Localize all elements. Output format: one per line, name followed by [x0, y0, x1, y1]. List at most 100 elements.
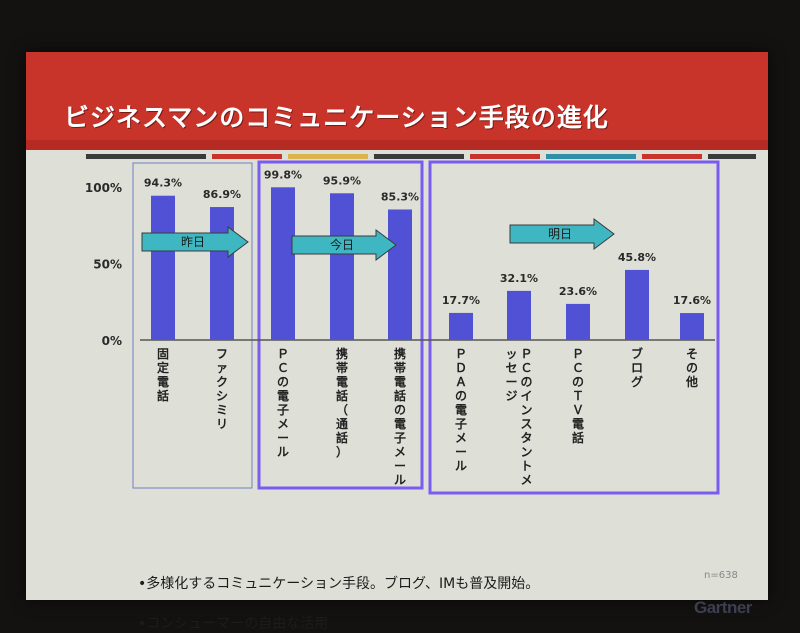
category-label-char: 通 [336, 416, 348, 431]
category-label-char: 帯 [336, 360, 348, 375]
category-label-char: ル [277, 445, 289, 459]
category-label-char: 電 [572, 417, 584, 431]
category-label-char: 話 [336, 388, 348, 403]
category-label-char: Ｃ [277, 361, 289, 375]
category-label-char: メ [394, 445, 406, 459]
title-banner [26, 52, 768, 148]
bar [330, 193, 354, 340]
category-label-char: ブ [631, 346, 643, 361]
category-label-char: メ [277, 417, 289, 431]
category-label-char: 話 [394, 388, 406, 403]
bar [388, 209, 412, 340]
category-label-char: ァ [216, 361, 228, 375]
category-label-char: セ [505, 361, 517, 375]
category-label-char: ル [394, 473, 406, 487]
arrow-yesterday [141, 226, 249, 258]
bar-value-label: 95.9% [323, 174, 361, 187]
bullet-point: •コンシューマーの自由な活用 [138, 616, 329, 632]
bar-value-label: 85.3% [381, 190, 419, 203]
arrow-tomorrow-label: 明日 [548, 227, 572, 241]
category-label-char: 話 [157, 388, 169, 403]
category-label-char: Ｄ [455, 361, 467, 375]
category-label-char: Ｃ [520, 361, 532, 375]
stripe-segment [374, 154, 464, 159]
category-label-char: Ｐ [572, 347, 584, 361]
stripe-segment [708, 154, 756, 159]
category-label-char: 電 [277, 389, 289, 403]
category-label-char: 電 [394, 417, 406, 431]
category-label-char: 電 [394, 375, 406, 389]
arrow-yesterday-label: 昨日 [181, 235, 205, 249]
group-frame-tomorrow [428, 160, 720, 495]
category-label-char: メ [520, 473, 532, 487]
bar [507, 290, 531, 340]
category-label-char: タ [520, 431, 532, 445]
color-stripe [86, 154, 756, 159]
category-label-char: 帯 [394, 360, 406, 375]
stripe-segment [642, 154, 702, 159]
sample-size-note: n=638 [704, 570, 738, 581]
bar [210, 207, 234, 340]
arrow-tomorrow [509, 218, 615, 250]
category-label-char: 子 [455, 417, 467, 431]
category-label-char: 電 [157, 375, 169, 389]
bar [449, 312, 473, 340]
category-label-char: の [455, 389, 467, 403]
category-label-char: ス [520, 417, 532, 431]
bar-value-label: 45.8% [618, 251, 656, 264]
category-label-char: ー [277, 431, 289, 445]
bar-value-label: 17.7% [442, 294, 480, 307]
category-label-char: ッ [505, 347, 517, 361]
category-label-char: 話 [572, 430, 584, 445]
category-label-char: Ｃ [572, 361, 584, 375]
category-label-char: ル [455, 459, 467, 473]
category-label-char: 携 [336, 346, 348, 361]
y-tick-label: 50% [93, 258, 122, 272]
category-label-char: ン [520, 445, 532, 459]
category-label-char: 定 [157, 360, 169, 375]
category-label-char: Ｖ [572, 403, 584, 417]
category-label-char: ト [520, 459, 532, 473]
bar-value-label: 17.6% [673, 294, 711, 307]
bar [566, 303, 590, 340]
arrow-today [291, 229, 397, 261]
category-label-char: Ｐ [455, 347, 467, 361]
category-label-char: 子 [394, 431, 406, 445]
bar [680, 313, 704, 340]
category-label-char: ー [455, 445, 467, 459]
category-label-char: の [572, 375, 584, 389]
bar [271, 187, 295, 340]
category-label-char: 電 [336, 375, 348, 389]
y-tick-label: 100% [85, 181, 122, 195]
stripe-segment [86, 154, 206, 159]
category-label-char: （ [336, 402, 348, 417]
category-label-char: 話 [336, 430, 348, 445]
y-tick-label: 0% [102, 334, 122, 348]
category-label-char: の [394, 403, 406, 417]
category-label-char: シ [216, 389, 228, 403]
category-label-char: イ [520, 389, 532, 403]
category-label-char: ー [505, 375, 517, 389]
category-label-char: 携 [394, 346, 406, 361]
category-label-char: の [277, 375, 289, 389]
category-label-char: ミ [216, 403, 228, 417]
category-label-char: 他 [685, 374, 698, 389]
category-label-char: ク [216, 375, 228, 389]
category-label-char: リ [216, 417, 228, 431]
slide-title: ビジネスマンのコミュニケーション手段の進化 [64, 103, 609, 132]
bar-value-label: 94.3% [144, 177, 182, 190]
category-label-char: メ [455, 431, 467, 445]
stripe-segment [470, 154, 540, 159]
category-label-char: 電 [455, 403, 467, 417]
bar-value-label: 32.1% [500, 272, 538, 285]
category-label-char: の [520, 375, 532, 389]
bar-value-label: 86.9% [203, 188, 241, 201]
banner-edge [26, 140, 768, 150]
category-label-char: Ｔ [572, 389, 584, 403]
stripe-segment [288, 154, 368, 159]
category-label-char: グ [631, 374, 643, 389]
bar [625, 269, 649, 340]
category-label-char: Ｐ [277, 347, 289, 361]
category-label-char: ン [520, 403, 532, 417]
category-label-char: ） [336, 444, 348, 459]
